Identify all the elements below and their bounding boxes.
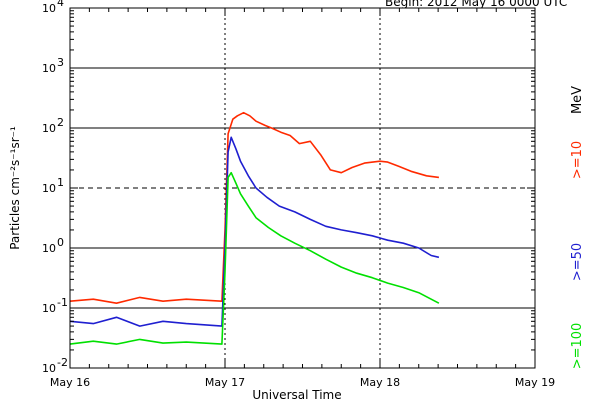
y-tick-exponent: 3 (57, 56, 64, 69)
x-axis-label: Universal Time (252, 388, 341, 400)
plot-frame (69, 7, 536, 369)
y-tick-exponent: -1 (57, 296, 68, 309)
legend-entry: >=50 (570, 243, 585, 281)
y-tick-exponent: -2 (57, 356, 68, 369)
header-begin-text: Begin: 2012 May 16 0000 UTC (385, 0, 567, 9)
x-axis-ticks: May 16 May 17 May 18 May 19 (50, 8, 555, 389)
y-tick-exponent: 0 (57, 236, 64, 249)
data-series (69, 111, 440, 345)
series-line (69, 111, 440, 305)
legend-entry: >=10 (570, 141, 585, 179)
series-line (69, 171, 440, 345)
x-tick-label: May 16 (50, 376, 90, 389)
y-tick-label: 10 (42, 182, 56, 195)
legend-entry: >=100 (570, 323, 585, 370)
x-tick-label: May 17 (205, 376, 245, 389)
legend: MeV >=10 >=50 >=100 (570, 86, 585, 369)
y-tick-label: 10 (42, 62, 56, 75)
y-tick-label: 10 (42, 302, 56, 315)
y-tick-label: 10 (42, 122, 56, 135)
y-axis-label: Particles cm⁻²s⁻¹sr⁻¹ (8, 126, 22, 250)
series-line (69, 136, 440, 327)
grid-lines (70, 8, 535, 368)
y-tick-label: 10 (42, 362, 56, 375)
y-tick-label: 10 (42, 2, 56, 15)
y-tick-exponent: 2 (57, 116, 64, 129)
x-tick-label: May 19 (515, 376, 555, 389)
y-tick-exponent: 4 (57, 0, 64, 9)
legend-unit: MeV (570, 86, 585, 114)
x-tick-label: May 18 (360, 376, 400, 389)
y-tick-label: 10 (42, 242, 56, 255)
y-tick-exponent: 1 (57, 176, 64, 189)
